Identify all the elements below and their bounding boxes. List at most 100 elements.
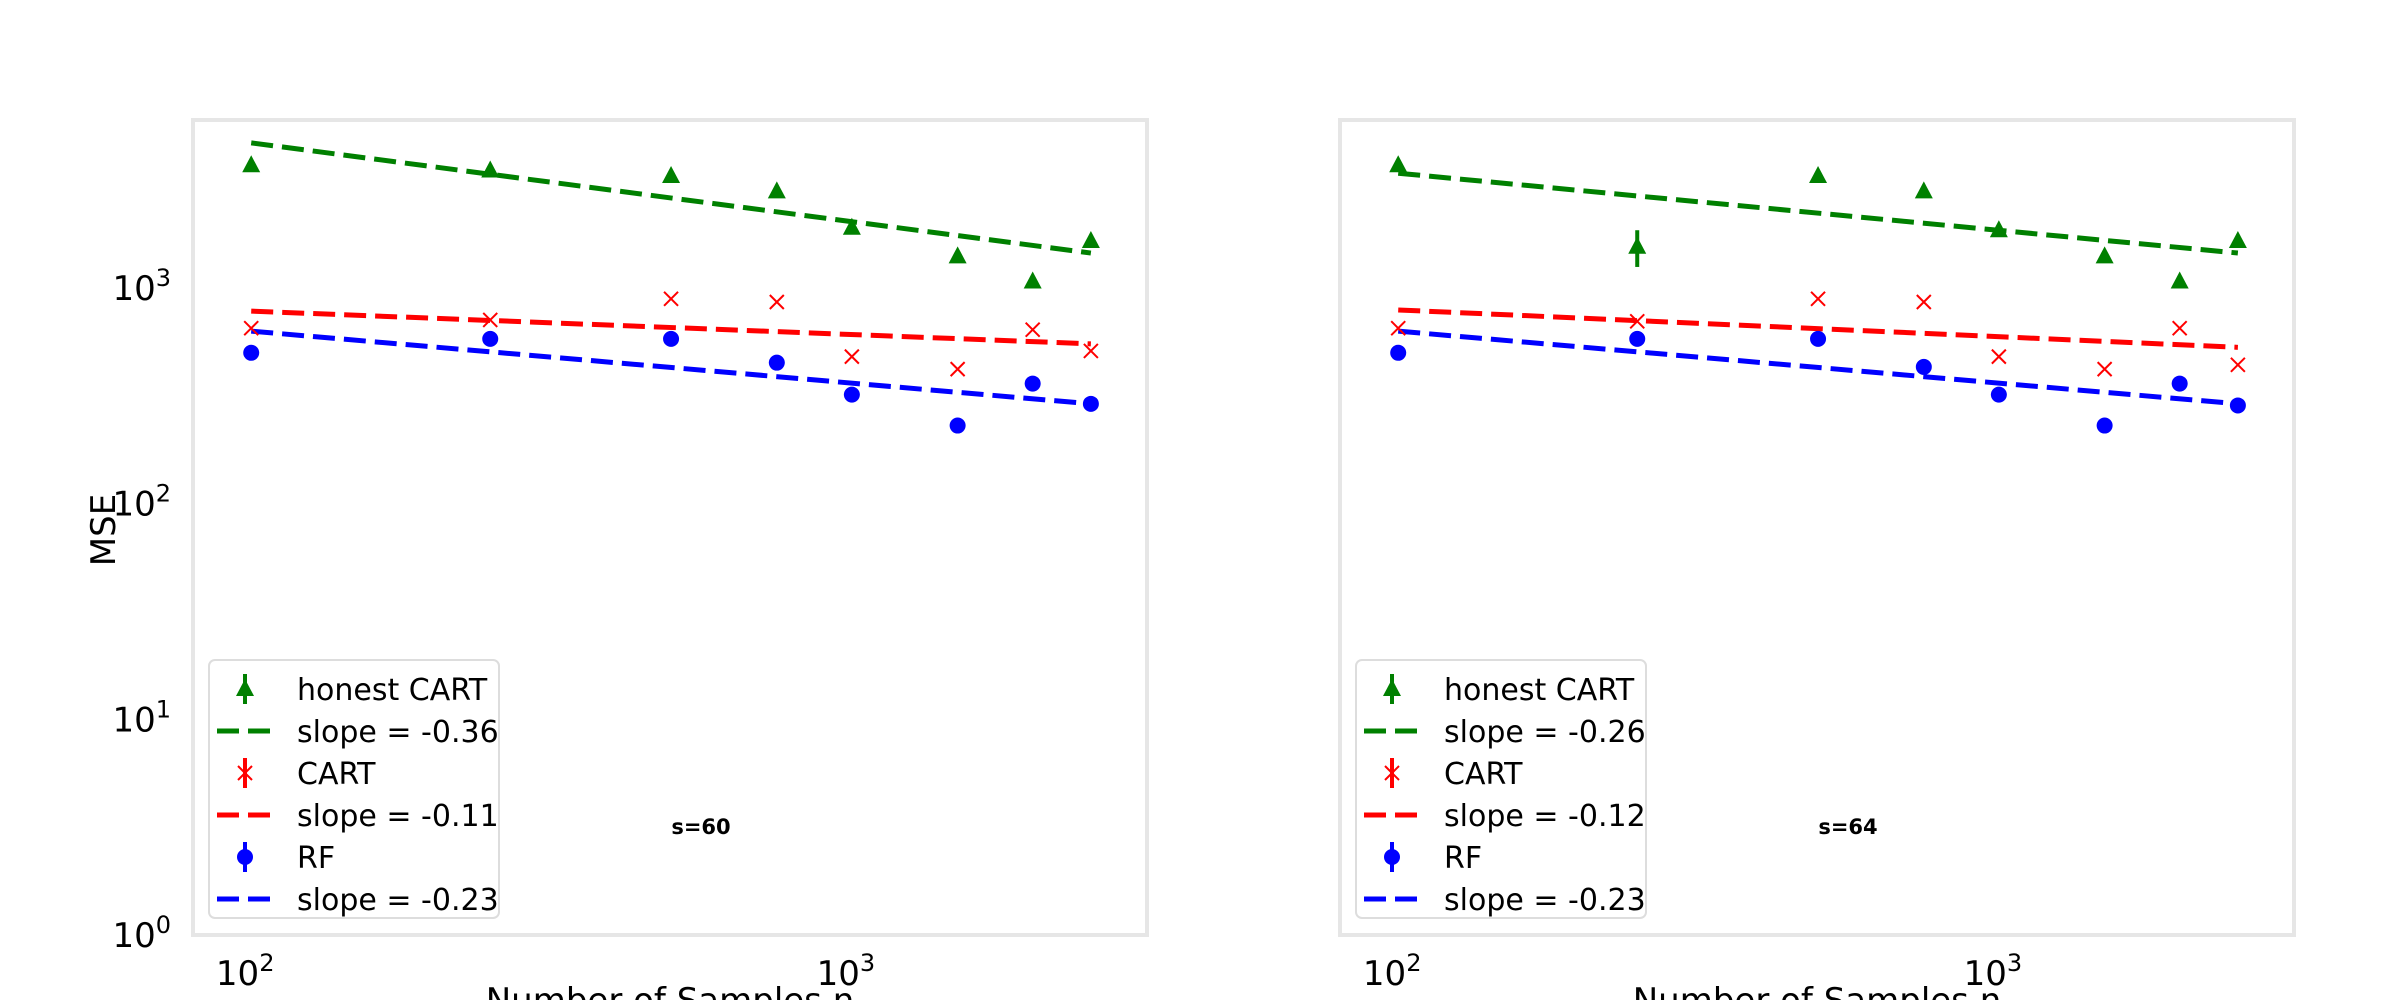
point-honest-cart xyxy=(2170,271,2189,289)
point-rf xyxy=(1915,358,1932,375)
legend-entry-honest-cart: honest CART xyxy=(236,673,488,708)
legend-entry-slope-0-26: slope = -0.26 xyxy=(1364,715,1646,750)
point-rf xyxy=(663,330,680,347)
x-tick-label: 102 xyxy=(1363,949,1422,994)
point-rf xyxy=(1990,386,2007,403)
point-rf xyxy=(843,386,860,403)
subplot-annotation: s=60 xyxy=(671,815,730,839)
legend-label: honest CART xyxy=(297,673,488,708)
legend-circle-swatch xyxy=(1384,849,1400,865)
legend-box xyxy=(208,659,500,919)
point-honest-cart xyxy=(2228,230,2247,248)
legend-entry-cart: CART xyxy=(237,757,376,792)
point-rf xyxy=(2096,417,2113,434)
legend-entry-rf: RF xyxy=(237,841,335,876)
legend-label: RF xyxy=(297,841,335,876)
legend-label: slope = -0.26 xyxy=(1444,715,1646,750)
plot-frame xyxy=(1338,118,2296,937)
point-honest-cart xyxy=(1914,181,1933,199)
point-rf xyxy=(482,330,499,347)
legend-label: RF xyxy=(1444,841,1482,876)
figure-y-axis-label: MSE xyxy=(84,494,124,566)
fit-line-slope-0-36 xyxy=(250,140,1092,256)
point-rf xyxy=(243,344,260,361)
point-honest-cart xyxy=(842,217,861,235)
point-rf xyxy=(2171,375,2188,392)
point-honest-cart xyxy=(1809,166,1828,184)
subplot-s64: 102 103Number of Samples n s=64 honest CART… xyxy=(1338,118,2296,1000)
point-cart xyxy=(1916,294,1932,310)
legend-label: slope = -0.36 xyxy=(297,715,499,750)
point-honest-cart xyxy=(948,246,967,264)
legend-entry-rf: RF xyxy=(1384,841,1482,876)
legend-entry-cart: CART xyxy=(1384,757,1523,792)
point-cart xyxy=(482,312,498,328)
fit-line-slope-0-11 xyxy=(251,308,1091,347)
point-cart xyxy=(1390,320,1406,336)
point-rf xyxy=(949,417,966,434)
legend-box xyxy=(1355,659,1647,919)
point-rf xyxy=(1390,344,1407,361)
legend-label: slope = -0.11 xyxy=(297,799,499,834)
legend-label: CART xyxy=(1444,757,1523,792)
point-honest-cart xyxy=(1081,230,1100,248)
legend-triangle-swatch xyxy=(1383,679,1401,696)
y-tick-label: 102 xyxy=(112,480,171,525)
point-cart xyxy=(2230,357,2246,373)
legend-entry-slope-0-23: slope = -0.23 xyxy=(1364,883,1646,918)
subplot-s60: 102103100101102103Number of Samples ns=6… xyxy=(112,118,1149,1000)
legend-entry-slope-0-12: slope = -0.12 xyxy=(1364,799,1646,834)
legend-x-swatch xyxy=(1384,765,1400,781)
legend-label: honest CART xyxy=(1444,673,1635,708)
subplot-annotation: s=64 xyxy=(1818,815,1877,839)
point-cart xyxy=(2171,320,2188,336)
point-rf xyxy=(768,354,785,371)
x-tick-label: 103 xyxy=(817,949,876,994)
y-tick-label: 101 xyxy=(112,695,171,740)
point-cart xyxy=(769,294,785,310)
point-honest-cart xyxy=(1023,271,1042,289)
legend-entry-honest-cart: honest CART xyxy=(1383,673,1635,708)
legend-circle-swatch xyxy=(237,849,253,865)
point-cart xyxy=(844,348,860,365)
point-cart xyxy=(2096,361,2113,377)
point-rf xyxy=(1082,395,1099,412)
x-tick-label: 102 xyxy=(216,949,275,994)
point-cart xyxy=(1810,291,1826,307)
point-cart xyxy=(243,320,259,336)
fit-line-slope-0-12 xyxy=(1398,307,2238,350)
fit-line-slope-0-23 xyxy=(1397,328,2239,407)
legend-entry-slope-0-23: slope = -0.23 xyxy=(217,883,499,918)
legend-label: slope = -0.23 xyxy=(1444,883,1646,918)
point-honest-cart xyxy=(481,160,500,178)
legend-label: slope = -0.23 xyxy=(297,883,499,918)
point-cart xyxy=(949,361,966,377)
point-honest-cart xyxy=(1989,220,2008,238)
legend-label: slope = -0.12 xyxy=(1444,799,1646,834)
legend-triangle-swatch xyxy=(236,679,254,696)
point-rf xyxy=(1024,375,1041,392)
legend-label: CART xyxy=(297,757,376,792)
point-honest-cart xyxy=(662,166,681,184)
fit-line-slope-0-26 xyxy=(1397,170,2239,256)
point-rf xyxy=(1810,330,1827,347)
legend: honest CART slope = -0.26 CART slope = -0.1… xyxy=(1355,659,1647,919)
point-honest-cart xyxy=(2095,246,2114,264)
point-cart xyxy=(1991,348,2007,365)
point-rf xyxy=(1629,330,1646,347)
legend-entry-slope-0-11: slope = -0.11 xyxy=(217,799,499,834)
legend-entry-slope-0-36: slope = -0.36 xyxy=(217,715,499,750)
point-cart xyxy=(1629,313,1645,329)
plot-frame xyxy=(191,118,1149,937)
point-honest-cart xyxy=(767,181,786,199)
point-honest-cart xyxy=(1389,155,1408,173)
x-axis-label: Number of Samples n xyxy=(486,981,855,1000)
point-rf xyxy=(2229,397,2246,414)
point-honest-cart xyxy=(1628,236,1647,254)
point-honest-cart xyxy=(242,155,261,173)
point-cart xyxy=(1024,321,1041,338)
y-tick-label: 103 xyxy=(112,264,171,309)
point-cart xyxy=(1083,343,1099,359)
legend: honest CART slope = -0.36 CART slope = -0.1… xyxy=(208,659,500,919)
